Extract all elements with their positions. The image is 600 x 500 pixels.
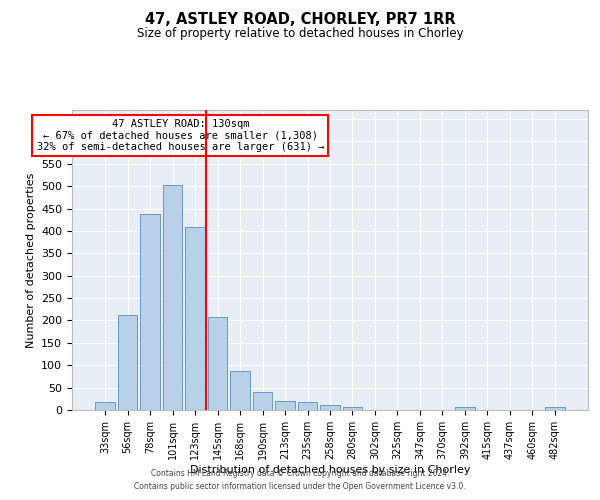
Bar (275, 401, 295, 410)
Bar (343, 408, 362, 410)
Bar (253, 392, 272, 410)
Bar (298, 402, 317, 410)
Bar (95, 402, 115, 410)
Bar (163, 185, 182, 410)
Text: 47 ASTLEY ROAD: 130sqm
← 67% of detached houses are smaller (1,308)
32% of semi-: 47 ASTLEY ROAD: 130sqm ← 67% of detached… (37, 119, 324, 152)
Bar (118, 314, 137, 410)
Text: 47, ASTLEY ROAD, CHORLEY, PR7 1RR: 47, ASTLEY ROAD, CHORLEY, PR7 1RR (145, 12, 455, 28)
Bar (185, 228, 205, 410)
Text: Size of property relative to detached houses in Chorley: Size of property relative to detached ho… (137, 28, 463, 40)
Y-axis label: Number of detached properties: Number of detached properties (26, 172, 35, 348)
Bar (455, 408, 475, 410)
Bar (320, 405, 340, 410)
Bar (545, 408, 565, 410)
Bar (140, 214, 160, 410)
Text: Contains public sector information licensed under the Open Government Licence v3: Contains public sector information licen… (134, 482, 466, 491)
Bar (230, 372, 250, 410)
X-axis label: Distribution of detached houses by size in Chorley: Distribution of detached houses by size … (190, 464, 470, 474)
Text: Contains HM Land Registry data © Crown copyright and database right 2024.: Contains HM Land Registry data © Crown c… (151, 468, 449, 477)
Bar (208, 318, 227, 410)
